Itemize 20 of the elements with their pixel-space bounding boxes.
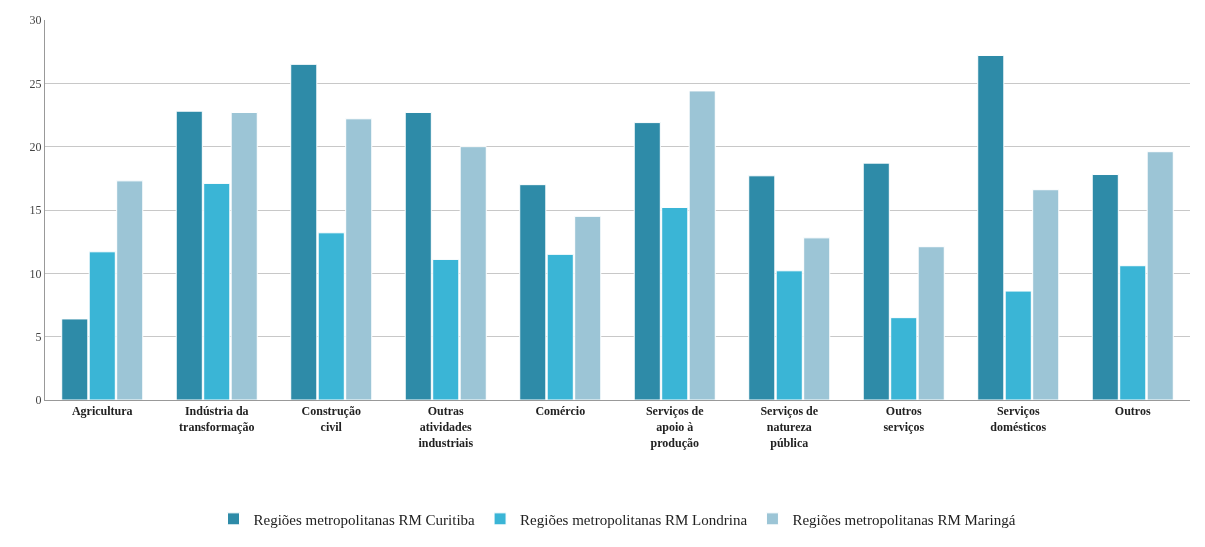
- x-tick-label: Outros: [1114, 404, 1151, 419]
- y-tick-label: 0: [35, 393, 42, 408]
- legend-label: Regiões metropolitanas RM Maringá: [792, 511, 1016, 528]
- x-tick-label: Outras atividades industriais: [418, 404, 474, 450]
- y-tick-label: 25: [29, 76, 42, 91]
- x-tick-label: Agricultura: [71, 404, 133, 419]
- x-tick-label: Indústria da transformação: [179, 404, 255, 434]
- x-tick-label: Construção civil: [301, 404, 361, 434]
- legend-label: Regiões metropolitanas RM Londrina: [520, 511, 748, 528]
- y-tick-label: 10: [29, 266, 42, 281]
- x-tick-label: Outros serviços: [883, 404, 925, 434]
- y-tick-label: 20: [29, 139, 42, 154]
- x-tick-label: Serviços de natureza pública: [760, 404, 819, 450]
- legend-label: Regiões metropolitanas RM Curitiba: [253, 511, 476, 528]
- y-tick-label: 15: [29, 203, 42, 218]
- y-tick-label: 5: [35, 329, 42, 344]
- x-tick-label: Serviços domésticos: [990, 404, 1047, 434]
- x-tick-label: Serviços de apoio à produção: [645, 404, 705, 450]
- x-tick-label: Comércio: [535, 404, 586, 419]
- y-tick-label: 30: [29, 13, 42, 28]
